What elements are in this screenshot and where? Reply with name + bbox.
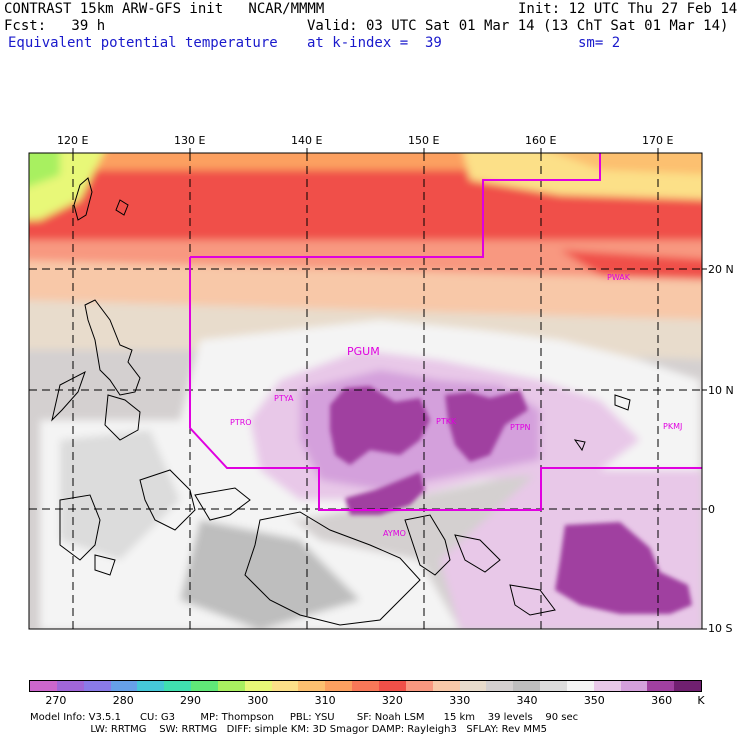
color-scale-cell — [83, 681, 111, 691]
lon-label-170e: 170 E — [642, 134, 674, 147]
color-scale-cell — [674, 681, 702, 691]
color-scale-label: 270 — [45, 694, 67, 707]
station-ptro: PTRO — [230, 418, 252, 427]
color-scale-cell — [217, 681, 245, 691]
color-scale-cell — [459, 681, 487, 691]
color-scale-label: 330 — [449, 694, 471, 707]
color-scale-cell — [352, 681, 379, 691]
color-scale-unit: K — [697, 694, 705, 707]
color-scale-cell — [244, 681, 272, 691]
model-info-line2: LW: RRTMG SW: RRTMG DIFF: simple KM: 3D … — [30, 724, 548, 735]
lat-label-0: 0 — [708, 503, 715, 516]
color-scale-cell — [137, 681, 165, 691]
coastlines — [51, 177, 631, 626]
header-title: CONTRAST 15km ARW-GFS init NCAR/MMMM — [4, 1, 325, 17]
color-scale-label: 300 — [247, 694, 269, 707]
station-pkmj: PKMJ — [663, 422, 683, 431]
color-scale-cell — [513, 681, 541, 691]
station-ptkk: PTKK — [436, 417, 457, 426]
lon-label-140e: 140 E — [291, 134, 323, 147]
color-scale-label: 340 — [516, 694, 538, 707]
color-scale-cell — [566, 681, 594, 691]
color-scale-cell — [271, 681, 299, 691]
color-scale-label: 350 — [583, 694, 605, 707]
axis-ticks — [72, 148, 707, 630]
color-scale-cell — [620, 681, 648, 691]
lon-label-150e: 150 E — [408, 134, 440, 147]
level-info: at k-index = 39 — [307, 35, 442, 51]
lon-label-120e: 120 E — [57, 134, 89, 147]
color-scale-cell — [486, 681, 514, 691]
lat-label-20n: 20 N — [708, 263, 734, 276]
color-scale-cell — [191, 681, 218, 691]
color-scale-cell — [298, 681, 326, 691]
fir-boundary — [189, 153, 702, 511]
color-scale-cell — [56, 681, 84, 691]
color-scale-cell — [110, 681, 138, 691]
lon-label-130e: 130 E — [174, 134, 206, 147]
color-scale-cell — [164, 681, 192, 691]
color-scale-cell — [647, 681, 675, 691]
color-scale-cell — [593, 681, 621, 691]
station-ptpn: PTPN — [510, 423, 531, 432]
header-forecast: Fcst: 39 h — [4, 18, 106, 34]
temperature-field — [29, 153, 702, 629]
station-pwak: PWAK — [607, 273, 631, 282]
color-scale-label: 360 — [651, 694, 673, 707]
header-valid: Valid: 03 UTC Sat 01 Mar 14 (13 ChT Sat … — [307, 18, 729, 34]
color-scale-label: 290 — [180, 694, 202, 707]
color-scale-bar — [29, 680, 702, 692]
map-frame — [28, 152, 703, 630]
color-scale-cell — [325, 681, 353, 691]
station-aymo: AYMO — [383, 529, 406, 538]
smoothing-info: sm= 2 — [578, 35, 621, 51]
color-scale-label: 310 — [314, 694, 336, 707]
color-scale-cell — [540, 681, 567, 691]
model-info-line1: Model Info: V3.5.1 CU: G3 MP: Thompson P… — [30, 712, 579, 723]
color-scale-label: 280 — [112, 694, 134, 707]
station-pgum: PGUM — [347, 345, 380, 358]
lat-label-10s: 10 S — [708, 622, 733, 635]
color-scale-cell — [432, 681, 460, 691]
lon-label-160e: 160 E — [525, 134, 557, 147]
color-scale-cell — [378, 681, 406, 691]
station-ptya: PTYA — [274, 394, 294, 403]
header-init: Init: 12 UTC Thu 27 Feb 14 — [518, 1, 738, 17]
lat-label-10n: 10 N — [708, 384, 734, 397]
color-scale-cell — [405, 681, 433, 691]
color-scale-cell — [30, 681, 57, 691]
field-name: Equivalent potential temperature — [8, 35, 278, 51]
color-scale-label: 320 — [381, 694, 403, 707]
